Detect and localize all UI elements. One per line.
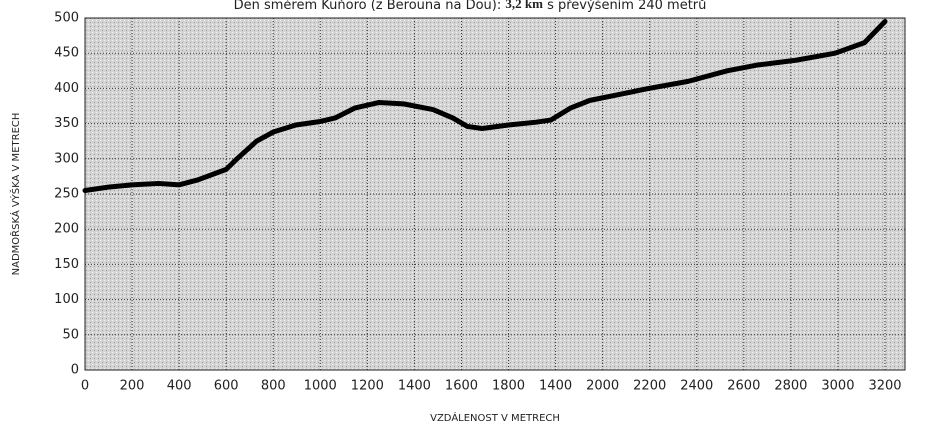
chart-title: Den směrem Kuňoro (z Berouna na Dou): 3,… — [234, 0, 707, 13]
y-tick-label: 50 — [62, 327, 79, 342]
profile-line — [82, 19, 888, 193]
plot-area — [85, 18, 905, 370]
x-tick-label: 2400 — [680, 379, 713, 394]
x-tick-label: 1800 — [492, 379, 525, 394]
x-tick-label: 1200 — [351, 379, 384, 394]
y-tick-label: 350 — [54, 116, 79, 131]
x-tick-label: 800 — [261, 379, 286, 394]
x-axis-label: VZDÁLENOST V METRECH — [430, 411, 560, 424]
x-tick-label: 1600 — [445, 379, 478, 394]
y-axis-label: NADMOŘSKÁ VÝŠKA V METRECH — [9, 113, 22, 276]
plot-frame — [84, 17, 906, 371]
y-tick-label: 150 — [54, 257, 79, 272]
x-tick-label: 3200 — [868, 379, 901, 394]
x-tick-label: 2200 — [633, 379, 666, 394]
x-tick-label: 3000 — [821, 379, 854, 394]
x-tick-label: 400 — [167, 379, 192, 394]
y-tick-label: 300 — [54, 151, 79, 166]
y-tick-label: 250 — [54, 187, 79, 202]
y-tick-label: 200 — [54, 222, 79, 237]
y-tick-label: 400 — [54, 81, 79, 96]
x-tick-label: 0 — [81, 379, 89, 394]
x-tick-label: 1000 — [304, 379, 337, 394]
x-tick-label: 1400 — [539, 379, 572, 394]
y-tick-label: 100 — [54, 292, 79, 307]
x-tick-label: 600 — [214, 379, 239, 394]
title-part: Den směrem Kuňoro (z Berouna na Dou): — [234, 0, 506, 13]
y-tick-label: 450 — [54, 46, 79, 61]
x-tick-label: 2600 — [727, 379, 760, 394]
y-tick-label: 0 — [71, 363, 79, 378]
x-tick-label: 200 — [120, 379, 145, 394]
x-tick-label: 2800 — [774, 379, 807, 394]
title-part: 3,2 km — [505, 0, 543, 11]
y-tick-label: 500 — [54, 11, 79, 26]
title-part: s převýšením 240 metrů — [543, 0, 706, 13]
x-tick-label: 1400 — [398, 379, 431, 394]
x-tick-label: 2000 — [586, 379, 619, 394]
